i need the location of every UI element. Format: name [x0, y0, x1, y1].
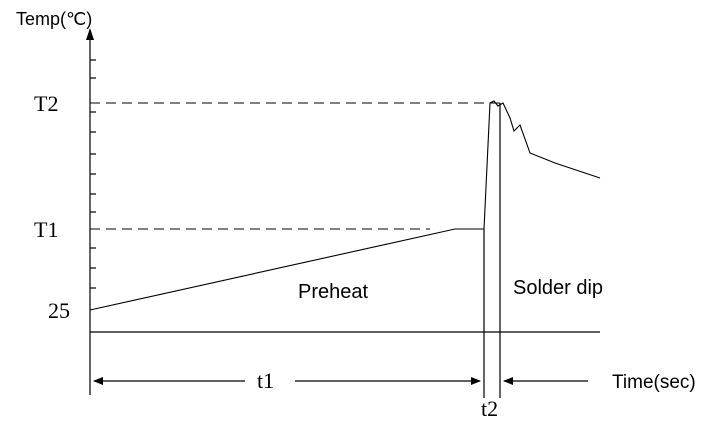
t1-level-label: T1 — [34, 217, 58, 242]
x-axis-label: Time(sec) — [612, 372, 696, 393]
solder-dip-label: Solder dip — [513, 277, 603, 299]
y-axis-arrowhead — [86, 28, 94, 40]
y-axis-label: Temp(℃) — [16, 9, 92, 29]
t1-time-label: t1 — [257, 368, 274, 393]
ambient-temp-label: 25 — [48, 298, 70, 323]
y-axis-ticks — [90, 59, 96, 289]
t2-level-label: T2 — [34, 91, 58, 116]
t2-time-label: t2 — [481, 396, 498, 421]
preheat-label: Preheat — [298, 281, 368, 303]
